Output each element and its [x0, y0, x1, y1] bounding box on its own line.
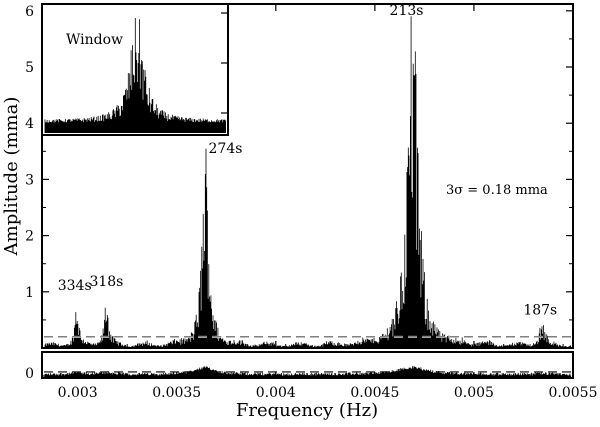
x-tick-label: 0.005 — [454, 385, 494, 401]
peak-label: 213s — [390, 3, 424, 19]
peak-label: 187s — [523, 302, 557, 318]
peak-label: 334s — [58, 278, 92, 294]
x-tick-label: 0.0055 — [549, 385, 598, 401]
x-tick-label: 0.004 — [256, 385, 296, 401]
residual-spectrum — [44, 366, 572, 377]
x-axis-ticks: 0.003 0.0035 0.004 0.0045 0.005 0.0055 — [47, 4, 598, 401]
resid-y-tick-label: 0 — [25, 366, 34, 382]
x-tick-label: 0.0035 — [152, 385, 201, 401]
y-tick-label: 3 — [25, 172, 34, 188]
main-plot-frame — [41, 3, 574, 349]
y-tick-label: 2 — [25, 229, 34, 245]
x-tick-label: 0.0045 — [350, 385, 399, 401]
y-axis-label: Amplitude (mma) — [1, 97, 22, 257]
peak-label: 318s — [89, 274, 123, 290]
noise-label: 3σ = 0.18 mma — [446, 183, 548, 198]
y-tick-label: 5 — [25, 60, 34, 76]
residual-y-ticks: 0 — [25, 366, 48, 382]
inset-ticks — [221, 12, 228, 114]
inset-label: Window — [66, 32, 123, 48]
window-bars — [44, 18, 226, 133]
window-inset: Window — [41, 3, 229, 136]
peak-label: 274s — [209, 141, 243, 157]
inset-window-function — [44, 18, 226, 133]
x-axis-label: Frequency (Hz) — [236, 400, 378, 421]
residual-plot-frame — [41, 351, 574, 379]
y-axis-ticks: 1 2 3 4 5 6 — [25, 4, 573, 321]
y-tick-label: 1 — [25, 285, 34, 301]
x-tick-label: 0.003 — [58, 385, 98, 401]
residual-bars — [44, 366, 572, 377]
y-tick-label: 4 — [25, 116, 34, 132]
y-tick-label: 6 — [25, 4, 34, 20]
